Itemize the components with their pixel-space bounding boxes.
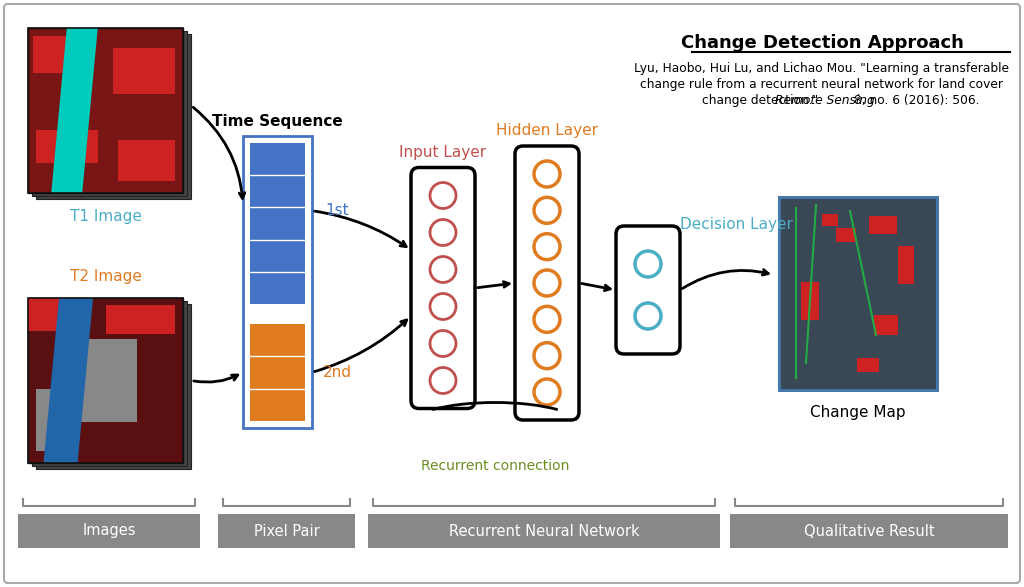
FancyBboxPatch shape bbox=[368, 514, 720, 548]
Text: T1 Image: T1 Image bbox=[70, 209, 141, 224]
Bar bbox=[36, 130, 97, 163]
Bar bbox=[114, 48, 175, 94]
Bar bbox=[36, 304, 191, 469]
Circle shape bbox=[430, 330, 456, 356]
FancyBboxPatch shape bbox=[515, 146, 579, 420]
Circle shape bbox=[534, 343, 560, 369]
FancyBboxPatch shape bbox=[4, 4, 1020, 583]
Bar bbox=[250, 323, 305, 421]
FancyBboxPatch shape bbox=[616, 226, 680, 354]
Circle shape bbox=[430, 183, 456, 208]
Text: change detection.": change detection." bbox=[702, 94, 822, 107]
Circle shape bbox=[430, 367, 456, 393]
Text: Recurrent Neural Network: Recurrent Neural Network bbox=[449, 524, 639, 538]
Bar bbox=[32, 301, 187, 466]
Circle shape bbox=[635, 251, 662, 277]
Bar bbox=[32, 31, 187, 196]
Circle shape bbox=[430, 257, 456, 282]
Circle shape bbox=[534, 379, 560, 405]
Text: 1st: 1st bbox=[326, 203, 349, 218]
Circle shape bbox=[534, 234, 560, 259]
Bar bbox=[28, 298, 67, 331]
Bar bbox=[28, 28, 183, 193]
Polygon shape bbox=[51, 28, 97, 193]
Circle shape bbox=[430, 220, 456, 245]
Bar bbox=[779, 197, 937, 390]
Text: Recurrent connection: Recurrent connection bbox=[421, 458, 569, 473]
Text: Time Sequence: Time Sequence bbox=[212, 114, 343, 129]
Text: Hidden Layer: Hidden Layer bbox=[496, 123, 598, 138]
Text: Remote Sensing: Remote Sensing bbox=[775, 94, 874, 107]
Bar bbox=[75, 339, 136, 421]
Text: Images: Images bbox=[82, 524, 136, 538]
Bar bbox=[801, 282, 819, 320]
Text: T2 Image: T2 Image bbox=[70, 269, 141, 284]
Text: Lyu, Haobo, Hui Lu, and Lichao Mou. "Learning a transferable: Lyu, Haobo, Hui Lu, and Lichao Mou. "Lea… bbox=[635, 62, 1010, 75]
Circle shape bbox=[534, 197, 560, 223]
Bar bbox=[28, 28, 183, 193]
Circle shape bbox=[534, 161, 560, 187]
Text: change rule from a recurrent neural network for land cover: change rule from a recurrent neural netw… bbox=[640, 78, 1004, 91]
Text: Pixel Pair: Pixel Pair bbox=[254, 524, 319, 538]
Bar bbox=[779, 197, 937, 390]
Text: 2nd: 2nd bbox=[323, 365, 351, 380]
FancyBboxPatch shape bbox=[411, 167, 475, 409]
Circle shape bbox=[430, 294, 456, 319]
Circle shape bbox=[534, 270, 560, 296]
Text: Qualitative Result: Qualitative Result bbox=[804, 524, 934, 538]
Bar bbox=[874, 315, 898, 335]
FancyBboxPatch shape bbox=[18, 514, 200, 548]
Polygon shape bbox=[43, 298, 93, 463]
Bar bbox=[36, 34, 191, 199]
Text: Change Map: Change Map bbox=[810, 406, 906, 420]
Text: 8, no. 6 (2016): 506.: 8, no. 6 (2016): 506. bbox=[850, 94, 980, 107]
Bar bbox=[857, 358, 879, 372]
FancyBboxPatch shape bbox=[730, 514, 1008, 548]
Text: Change Detection Approach: Change Detection Approach bbox=[681, 34, 964, 52]
Text: Decision Layer: Decision Layer bbox=[680, 217, 793, 232]
Bar bbox=[28, 298, 183, 463]
Bar bbox=[250, 143, 305, 304]
Circle shape bbox=[635, 303, 662, 329]
Bar bbox=[836, 228, 856, 242]
Bar bbox=[33, 36, 87, 73]
Circle shape bbox=[534, 306, 560, 332]
Bar bbox=[898, 246, 914, 284]
Bar bbox=[105, 305, 175, 335]
Bar bbox=[118, 140, 175, 181]
FancyBboxPatch shape bbox=[218, 514, 355, 548]
Bar bbox=[869, 216, 897, 234]
Bar bbox=[822, 214, 838, 226]
Bar bbox=[36, 389, 63, 451]
Bar bbox=[28, 298, 183, 463]
FancyBboxPatch shape bbox=[243, 136, 312, 428]
Text: Input Layer: Input Layer bbox=[399, 144, 486, 160]
